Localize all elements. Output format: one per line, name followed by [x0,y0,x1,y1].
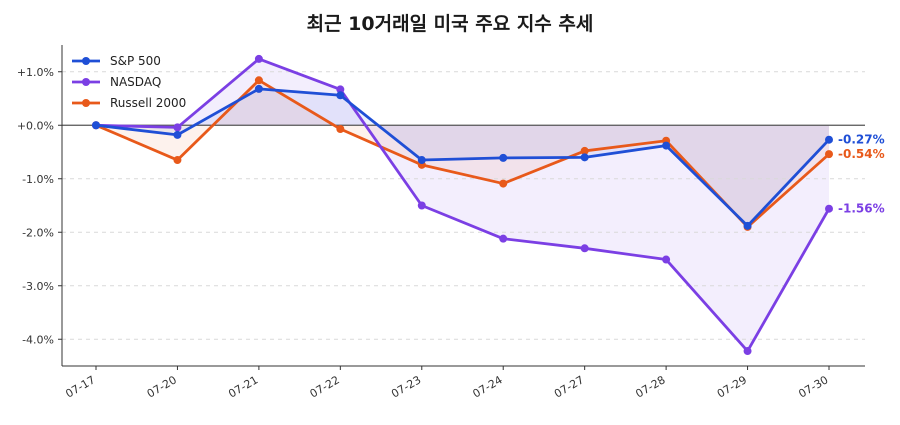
x-tick-label: 07-30 [796,373,830,400]
legend-marker [82,78,90,86]
series-fill-2 [96,80,829,227]
y-tick-label: -1.0% [22,173,54,186]
data-point [417,201,426,210]
data-point [254,54,263,63]
end-label-1: -1.56% [838,202,885,216]
legend-label: NASDAQ [110,75,161,89]
data-point [254,76,263,85]
data-point [662,255,671,264]
series-fill-0 [96,88,829,226]
data-point [336,91,345,100]
x-tick-label: 07-29 [715,373,749,400]
x-tick-label: 07-28 [633,373,667,400]
data-point [336,124,345,133]
x-tick-label: 07-23 [389,373,423,400]
y-tick-label: +0.0% [17,119,54,132]
data-point [336,85,345,94]
legend-marker [82,99,90,107]
data-point [173,156,182,165]
data-point [499,234,508,243]
data-point [825,135,833,144]
data-point [743,347,752,356]
data-point [743,221,752,230]
data-point [580,244,589,253]
legend-marker [82,57,90,65]
data-point [417,156,426,165]
data-point [92,121,100,130]
data-point [173,130,182,139]
y-tick-label: -3.0% [22,280,54,293]
end-label-0: -0.27% [838,133,885,147]
series-line-0 [94,87,831,228]
x-tick-label: 07-24 [471,373,505,400]
series-line-1 [94,57,831,353]
data-point [254,84,263,93]
y-tick-label: -4.0% [22,333,54,346]
data-point [662,141,671,150]
end-label-2: -0.54% [838,147,885,161]
data-point [580,146,589,155]
data-point [825,150,833,159]
y-tick-label: -2.0% [22,226,54,239]
legend-label: Russell 2000 [110,96,186,110]
x-tick-label: 07-21 [226,373,260,400]
data-point [499,153,508,162]
y-tick-label: +1.0% [17,66,54,79]
x-tick-label: 07-17 [63,373,97,400]
legend: S&P 500 NASDAQ Russell 2000 [72,54,186,110]
x-tick-label: 07-22 [308,373,342,400]
series-fill-1 [96,58,829,352]
data-point [173,123,182,132]
data-point [825,204,833,213]
x-tick-label: 07-27 [552,373,586,400]
chart-title: 최근 10거래일 미국 주요 지수 추세 [307,13,594,35]
series-lines [92,54,833,356]
x-tick-label: 07-20 [145,373,179,400]
data-point [499,179,508,188]
data-point [580,153,589,162]
end-labels: -0.27% -1.56% -0.54% [838,133,885,216]
series-fills [96,58,829,352]
legend-label: S&P 500 [110,54,161,68]
